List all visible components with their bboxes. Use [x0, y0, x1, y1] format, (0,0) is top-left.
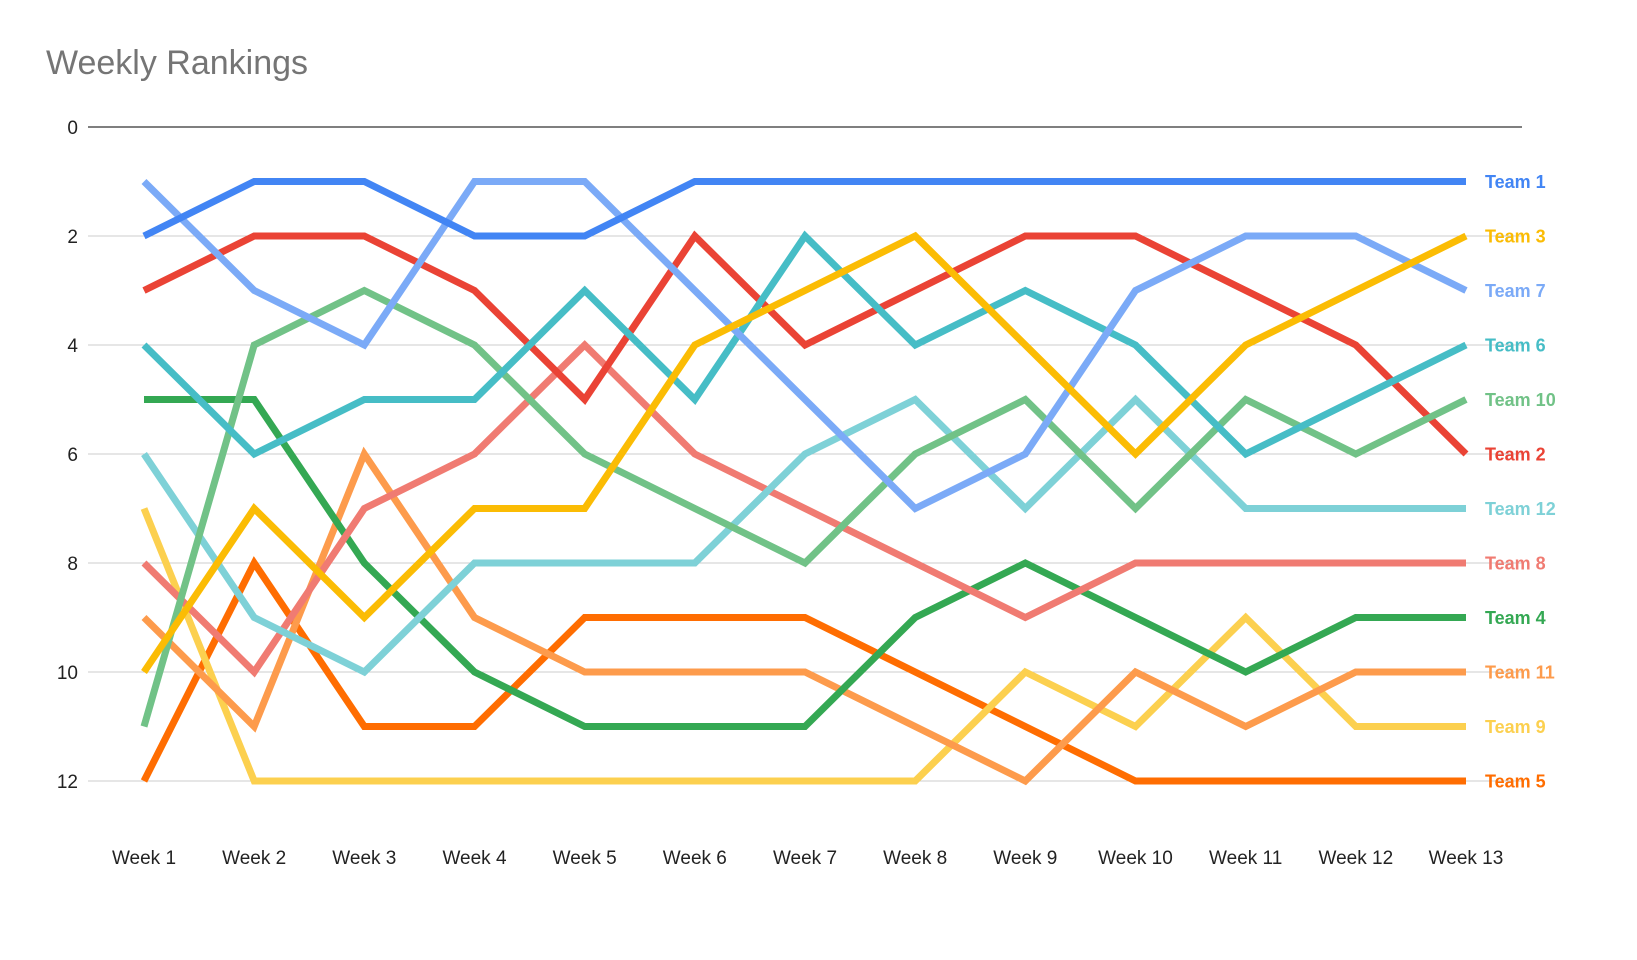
series-label-team-11: Team 11 — [1485, 663, 1555, 683]
series-line-team-3 — [141, 231, 1468, 674]
series-label-team-6: Team 6 — [1485, 336, 1546, 356]
y-tick-label: 2 — [67, 227, 78, 248]
x-tick-label: Week 4 — [442, 848, 507, 869]
series-label-team-9: Team 9 — [1485, 717, 1546, 737]
series-label-team-5: Team 5 — [1485, 772, 1546, 792]
series-line-team-1 — [142, 178, 1466, 240]
x-tick-label: Week 9 — [993, 848, 1057, 869]
series-label-team-10: Team 10 — [1485, 390, 1556, 410]
x-tick-label: Week 2 — [222, 848, 286, 869]
series-label-team-8: Team 8 — [1485, 554, 1546, 574]
series-lines — [140, 178, 1469, 786]
series-line-team-2 — [142, 230, 1469, 457]
series-label-team-12: Team 12 — [1485, 499, 1556, 519]
series-line-team-9 — [140, 507, 1466, 785]
axes: 0 2 4 6 8 10 12 Week 1 Week 2 Week 3 Week 4 Week 5 W… — [57, 118, 1503, 869]
y-tick-label: 8 — [67, 554, 78, 575]
x-tick-label: Week 12 — [1319, 848, 1394, 869]
y-tick-label: 0 — [67, 118, 78, 139]
y-tick-label: 4 — [67, 336, 78, 357]
series-label-team-1: Team 1 — [1485, 172, 1546, 192]
series-line-team-6 — [141, 230, 1468, 459]
series-line-team-7 — [141, 178, 1468, 513]
y-tick-label: 10 — [57, 663, 78, 684]
series-label-team-7: Team 7 — [1485, 281, 1546, 301]
x-tick-label: Week 7 — [773, 848, 837, 869]
series-label-team-4: Team 4 — [1485, 608, 1546, 628]
series-line-team-10 — [140, 286, 1468, 728]
series-line-team-5 — [140, 556, 1466, 785]
series-line-team-8 — [141, 340, 1466, 678]
x-tick-label: Week 1 — [112, 848, 176, 869]
y-tick-label: 12 — [57, 772, 78, 793]
x-tick-label: Week 5 — [553, 848, 617, 869]
series-line-team-11 — [141, 446, 1466, 786]
x-tick-label: Week 13 — [1429, 848, 1504, 869]
series-line-team-12 — [141, 394, 1466, 677]
y-tick-label: 6 — [67, 445, 78, 466]
series-label-team-3: Team 3 — [1485, 227, 1546, 247]
x-tick-label: Week 6 — [663, 848, 727, 869]
x-tick-label: Week 8 — [883, 848, 947, 869]
chart-title: Weekly Rankings — [46, 44, 309, 82]
x-tick-label: Week 3 — [332, 848, 396, 869]
series-label-team-2: Team 2 — [1485, 445, 1546, 465]
series-line-team-4 — [144, 396, 1466, 730]
series-labels: Team 1 Team 3 Team 7 Team 6 Team 10 Team 2 Tea… — [1485, 172, 1556, 792]
x-tick-label: Week 10 — [1098, 848, 1173, 869]
x-tick-label: Week 11 — [1209, 848, 1282, 869]
